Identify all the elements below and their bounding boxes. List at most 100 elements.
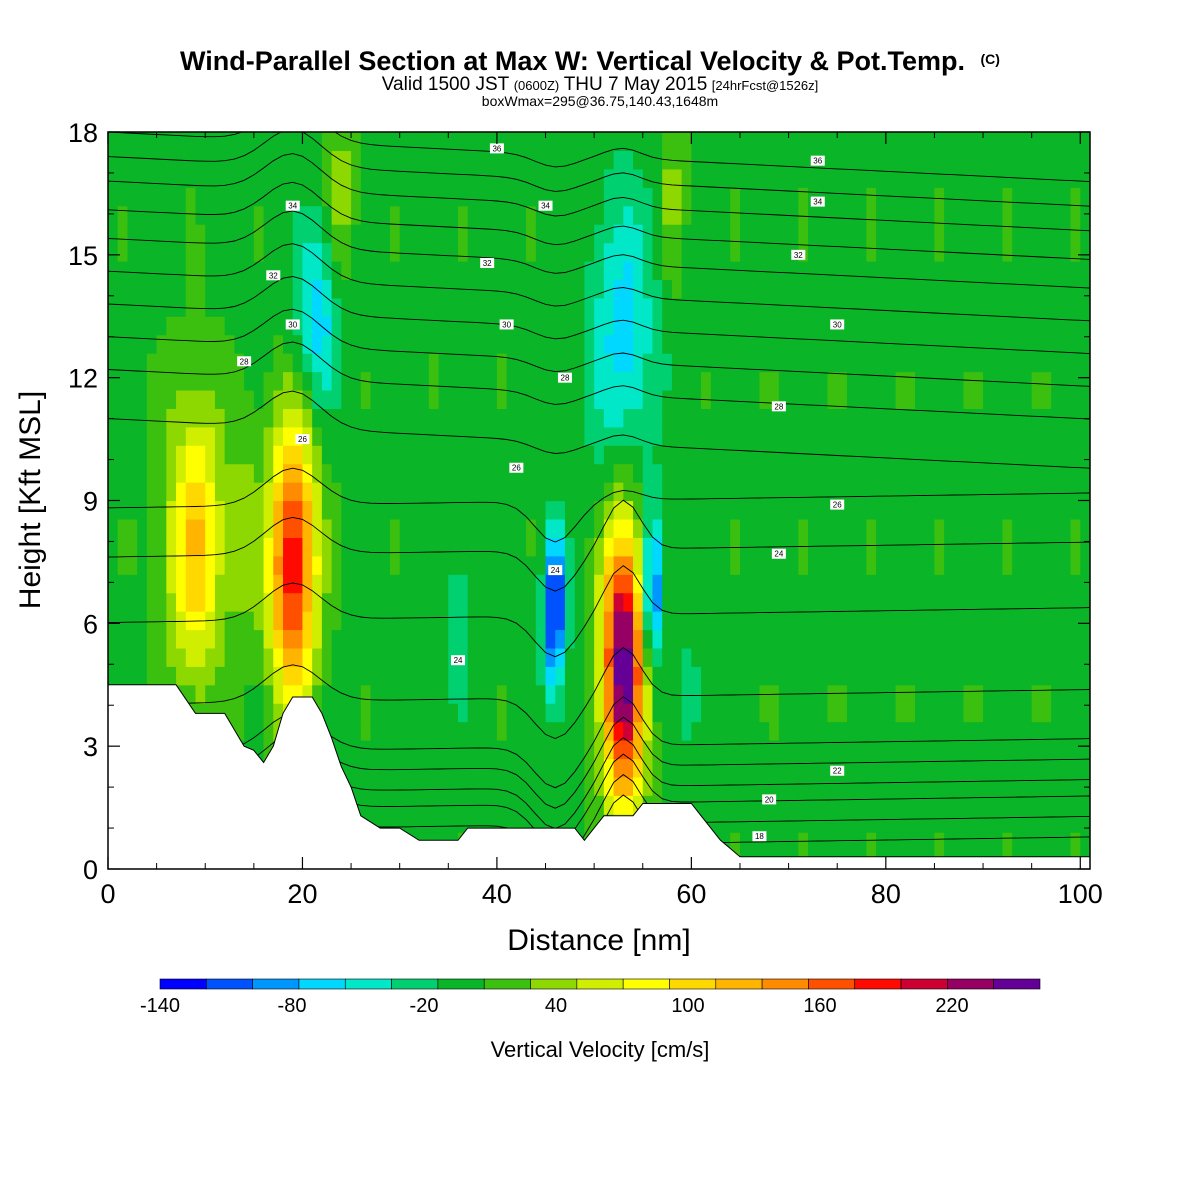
field-cell: [798, 297, 809, 317]
field-cell: [360, 279, 372, 299]
field-cell: [739, 187, 751, 207]
colorbar-tick-label: -80: [278, 995, 307, 1017]
field-cell: [652, 721, 663, 741]
field-cell: [370, 297, 381, 317]
field-cell: [1080, 721, 1090, 741]
field-cell: [176, 242, 187, 262]
field-cell: [205, 592, 216, 612]
field-cell: [905, 242, 916, 262]
field-cell: [380, 611, 391, 631]
field-cell: [526, 795, 537, 815]
field-cell: [526, 168, 537, 188]
field-cell: [389, 482, 401, 502]
field-cell: [1021, 353, 1033, 373]
theta-contour-line: [108, 210, 1090, 289]
field-cell: [302, 334, 313, 354]
field-cell: [321, 242, 333, 262]
field-cell: [574, 426, 586, 446]
field-cell: [1031, 758, 1042, 778]
field-cell: [885, 740, 897, 760]
field-cell: [1070, 740, 1081, 760]
field-cell: [885, 205, 897, 225]
field-cell: [166, 132, 177, 152]
field-cell: [127, 132, 138, 152]
field-cell: [458, 500, 469, 520]
field-cell: [924, 242, 936, 262]
contour-label: 30: [499, 319, 514, 330]
field-cell: [389, 297, 401, 317]
field-cell: [283, 482, 294, 502]
field-cell: [448, 795, 459, 815]
field-cell: [846, 813, 858, 833]
field-cell: [1021, 205, 1033, 225]
field-cell: [467, 187, 479, 207]
y-tick-label: 9: [83, 487, 98, 517]
field-cell: [953, 150, 965, 170]
field-cell: [224, 316, 235, 336]
field-cell: [409, 408, 420, 428]
field-cell: [963, 260, 974, 281]
field-cell: [633, 224, 644, 244]
field-cell: [749, 813, 761, 833]
field-cell: [564, 537, 576, 557]
field-cell: [389, 647, 401, 667]
field-cell: [759, 168, 770, 188]
field-cell: [953, 592, 965, 612]
field-cell: [963, 482, 974, 502]
field-cell: [613, 132, 624, 152]
field-cell: [545, 795, 556, 815]
field-cell: [594, 260, 605, 281]
field-cell: [419, 408, 430, 428]
field-cell: [701, 150, 712, 170]
field-cell: [351, 500, 362, 520]
field-cell: [419, 776, 430, 796]
theta-contour-line: [108, 499, 1090, 592]
field-cell: [535, 647, 547, 667]
field-cell: [905, 629, 916, 649]
field-cell: [108, 611, 119, 631]
field-cell: [419, 224, 430, 244]
field-cell: [808, 353, 819, 373]
field-cell: [234, 647, 245, 667]
field-cell: [846, 426, 858, 446]
field-cell: [1021, 592, 1033, 612]
field-cell: [594, 408, 605, 428]
field-cell: [195, 592, 206, 612]
field-cell: [1070, 666, 1081, 686]
field-cell: [973, 647, 984, 667]
field-cell: [244, 684, 255, 704]
field-cell: [224, 500, 235, 520]
field-cell: [730, 242, 741, 262]
colorbar-swatch: [576, 978, 624, 990]
field-cell: [1060, 353, 1072, 373]
field-cell: [798, 482, 809, 502]
field-cell: [924, 408, 936, 428]
field-cell: [584, 260, 595, 281]
field-cell: [1021, 555, 1033, 575]
field-cell: [953, 832, 965, 852]
field-cell: [1002, 721, 1013, 741]
field-cell: [633, 408, 644, 428]
field-cell: [720, 795, 731, 815]
field-cell: [496, 721, 508, 741]
field-cell: [895, 703, 906, 723]
field-cell: [263, 574, 274, 594]
field-cell: [983, 666, 994, 686]
field-cell: [924, 371, 936, 391]
field-cell: [506, 371, 517, 391]
field-cell: [535, 629, 547, 649]
field-cell: [671, 776, 683, 796]
field-cell: [1012, 555, 1023, 575]
field-cell: [205, 316, 216, 336]
field-cell: [1041, 758, 1052, 778]
field-cell: [526, 703, 537, 723]
field-cell: [1070, 260, 1081, 281]
field-cell: [788, 463, 799, 483]
field-cell: [127, 371, 138, 391]
field-cell: [117, 574, 129, 594]
field-cell: [574, 813, 586, 833]
field-cell: [769, 647, 780, 667]
field-cell: [846, 205, 858, 225]
field-cell: [992, 629, 1004, 649]
field-cell: [710, 426, 722, 446]
